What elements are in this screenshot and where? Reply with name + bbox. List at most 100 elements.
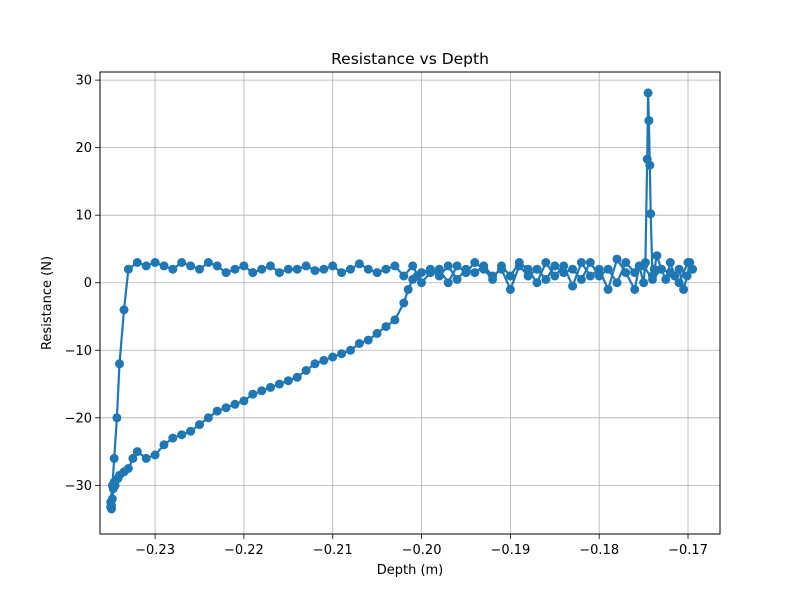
data-point (292, 372, 302, 382)
data-point (399, 298, 409, 308)
data-point (612, 254, 622, 264)
data-point (461, 264, 471, 274)
x-tick-label: −0.23 (135, 543, 175, 558)
data-point (603, 285, 613, 294)
data-point (186, 426, 196, 436)
x-tick-label: −0.22 (224, 543, 264, 558)
data-point (248, 268, 258, 278)
data-point (646, 209, 656, 219)
y-tick-label: −30 (65, 479, 92, 494)
data-point (230, 264, 240, 274)
data-point (576, 258, 586, 267)
data-point (328, 352, 338, 362)
data-point (417, 278, 426, 288)
y-tick-label: 30 (75, 74, 92, 89)
data-point (141, 261, 151, 271)
data-point (576, 274, 586, 284)
data-point (514, 261, 524, 271)
data-point (159, 261, 169, 271)
data-point (107, 494, 117, 504)
data-point (523, 271, 533, 281)
data-point (452, 261, 462, 271)
data-point (665, 268, 675, 278)
data-point (110, 480, 120, 490)
x-tick-label: −0.21 (313, 543, 353, 558)
data-point (195, 420, 204, 430)
x-tick-label: −0.17 (668, 543, 708, 558)
data-point (470, 268, 480, 278)
x-axis: −0.23 −0.22 −0.21 −0.20 −0.19 −0.18 −0.17 (135, 534, 708, 558)
data-point (674, 264, 684, 274)
data-point (585, 271, 595, 281)
data-point (109, 453, 119, 463)
data-point (239, 261, 249, 271)
data-point (115, 359, 124, 369)
data-point (479, 261, 489, 271)
data-point (301, 366, 311, 375)
data-point (559, 268, 569, 278)
data-point (257, 264, 267, 274)
data-point (532, 264, 542, 274)
grid (100, 72, 720, 534)
data-point (257, 386, 267, 396)
data-point (621, 268, 631, 278)
data-point (417, 268, 426, 278)
data-point (195, 264, 204, 274)
data-point (150, 450, 160, 460)
data-point (203, 413, 213, 423)
data-point (550, 271, 560, 281)
data-point (177, 258, 187, 267)
data-point (630, 268, 640, 278)
data-point (652, 251, 662, 261)
data-point (403, 285, 413, 294)
data-point (550, 261, 560, 271)
data-point (230, 399, 240, 409)
data-point (159, 440, 169, 450)
data-point (132, 258, 142, 267)
data-point (248, 389, 258, 399)
data-point (150, 258, 160, 267)
data-point (639, 278, 649, 288)
data-point (642, 154, 652, 164)
x-axis-title: Depth (m) (377, 563, 444, 578)
data-point (212, 406, 222, 416)
y-tick-label: −20 (65, 411, 92, 426)
data-point (679, 285, 689, 294)
data-point (648, 274, 657, 284)
data-point (274, 379, 284, 389)
data-point (363, 264, 373, 274)
data-point (186, 261, 196, 271)
y-tick-label: 0 (84, 276, 92, 291)
data-point (221, 403, 231, 413)
data-point (594, 264, 604, 274)
data-point (541, 258, 551, 267)
data-point (532, 278, 542, 288)
data-point (612, 278, 622, 288)
data-point (337, 349, 347, 359)
x-tick-label: −0.19 (490, 543, 530, 558)
x-tick-label: −0.18 (579, 543, 619, 558)
data-point (470, 258, 480, 267)
data-point (123, 464, 133, 473)
data-point (328, 261, 338, 271)
data-point (621, 258, 631, 267)
data-point (408, 261, 418, 271)
data-point (434, 264, 444, 274)
data-point (656, 264, 666, 274)
y-axis: −30 −20 −10 0 10 20 30 (65, 74, 100, 494)
data-point (283, 376, 293, 386)
data-point (319, 264, 329, 274)
y-axis-title: Resistance (N) (40, 256, 55, 350)
data-point (488, 271, 498, 281)
data-point (683, 258, 693, 267)
chart-title: Resistance vs Depth (331, 50, 489, 68)
data-point (372, 268, 382, 278)
data-point (346, 264, 355, 274)
data-point (643, 88, 653, 98)
data-point (497, 264, 506, 274)
data-point (363, 335, 373, 345)
data-point (301, 261, 311, 271)
data-point (168, 264, 178, 274)
data-point (266, 382, 275, 392)
